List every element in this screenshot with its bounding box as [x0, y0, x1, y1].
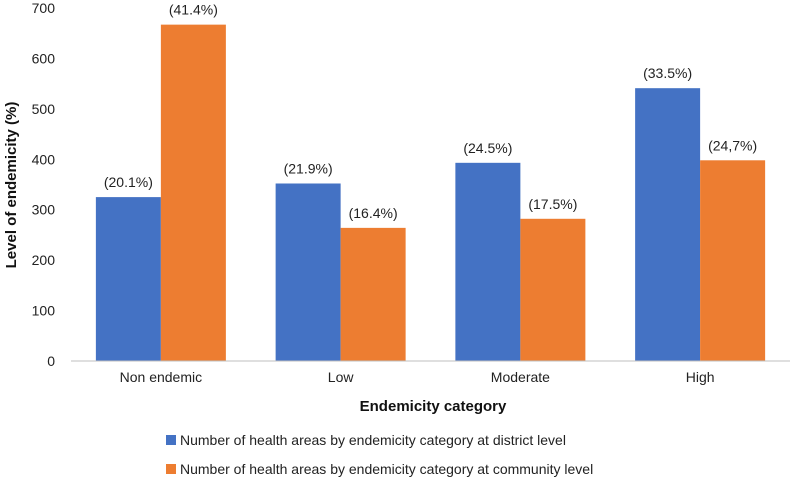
y-axis-title: Level of endemicity (%)	[3, 102, 20, 269]
x-tick-label: Non endemic	[120, 369, 203, 385]
legend-label: Number of health areas by endemicity cat…	[180, 432, 566, 448]
y-tick-label: 200	[32, 252, 56, 268]
bar-district-3	[635, 88, 701, 361]
bar-community-2	[520, 218, 586, 361]
bar-community-1	[340, 227, 406, 361]
y-tick-label: 700	[32, 0, 56, 16]
y-tick-label: 100	[32, 303, 56, 319]
bar-district-1	[275, 183, 341, 361]
x-axis-ticks: Non endemic Low Moderate High	[120, 369, 715, 385]
data-label: (24.5%)	[463, 140, 512, 156]
legend-label: Number of health areas by endemicity cat…	[180, 461, 593, 477]
legend: Number of health areas by endemicity cat…	[166, 432, 593, 477]
bars	[95, 24, 766, 362]
x-tick-label: Moderate	[491, 369, 550, 385]
data-label: (41.4%)	[169, 2, 218, 18]
data-label: (17.5%)	[528, 196, 577, 212]
data-label: (24,7%)	[708, 137, 757, 153]
x-tick-label: High	[686, 369, 715, 385]
data-label: (33.5%)	[643, 65, 692, 81]
x-tick-label: Low	[328, 369, 355, 385]
y-tick-label: 0	[47, 353, 55, 369]
data-label: (20.1%)	[104, 174, 153, 190]
bar-district-0	[95, 197, 161, 361]
y-tick-label: 500	[32, 101, 56, 117]
bar-district-2	[455, 162, 521, 361]
x-axis-title: Endemicity category	[360, 398, 507, 415]
data-labels: (20.1%) (41.4%) (21.9%) (16.4%) (24.5%) (17.5…	[104, 2, 757, 221]
legend-swatch	[166, 464, 176, 474]
bar-community-0	[160, 24, 226, 362]
y-axis-ticks: 0 100 200 300 400 500 600 700	[32, 0, 56, 369]
y-tick-label: 600	[32, 50, 56, 66]
bar-community-3	[700, 160, 766, 361]
y-tick-label: 400	[32, 151, 56, 167]
data-label: (21.9%)	[284, 160, 333, 176]
data-label: (16.4%)	[349, 205, 398, 221]
y-tick-label: 300	[32, 202, 56, 218]
legend-swatch	[166, 435, 176, 445]
